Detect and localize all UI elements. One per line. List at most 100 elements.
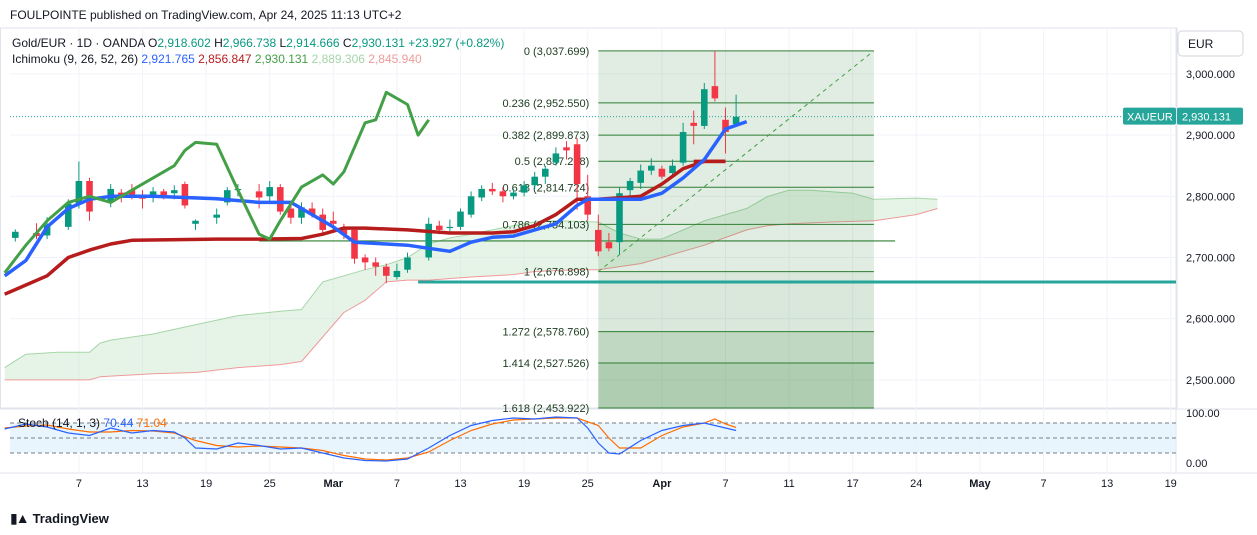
fib-level-label: 0 (3,037.699) <box>524 46 589 58</box>
candle-body <box>65 203 72 227</box>
candle-body <box>531 176 538 186</box>
time-axis-label: 19 <box>518 478 530 490</box>
open-value: 2,918.602 <box>157 36 214 50</box>
candle-body <box>520 185 528 193</box>
currency-button <box>1177 30 1244 57</box>
candle-body <box>287 208 295 218</box>
candle-body <box>499 191 507 197</box>
candle-body <box>446 226 454 229</box>
kijun-value: 2,856.847 <box>198 52 255 66</box>
time-axis-label: 7 <box>394 478 400 490</box>
candle-body <box>181 184 189 206</box>
ichimoku-legend: Ichimoku (9, 26, 52, 26) 2,921.765 2,856… <box>12 52 422 66</box>
candle-body <box>425 223 432 258</box>
chikou-span-line <box>3 90 430 274</box>
fib-level-label: 1.414 (2,527.526) <box>502 358 589 370</box>
candle-body <box>12 231 19 238</box>
fib-level-label: 0.236 (2,952.550) <box>502 98 589 110</box>
symbol-legend: Gold/EUR · 1D · OANDA O2,918.602 H2,966.… <box>12 36 504 50</box>
price-tag <box>1177 107 1243 125</box>
fib-zone <box>598 161 874 188</box>
price-axis-label: 2,800.000 <box>1186 191 1235 203</box>
low-label: L <box>279 36 286 50</box>
stoch-d-value: 71.04 <box>137 416 167 430</box>
lead-b-value: 2,845.940 <box>368 52 422 66</box>
lead-a-value: 2,889.306 <box>312 52 369 66</box>
tradingview-logo[interactable]: ▮▲ TradingView <box>10 510 109 527</box>
fib-zone <box>598 187 874 225</box>
candle-body <box>361 257 369 263</box>
candle-body <box>467 196 475 215</box>
candle-body <box>393 270 401 278</box>
ichimoku-name: Ichimoku (9, 26, 52, 26) <box>12 52 141 66</box>
stoch-name: Stoch (14, 1, 3) <box>18 416 103 430</box>
time-axis-label: 7 <box>76 478 82 490</box>
fib-level-label: 1 (2,676.898) <box>524 267 589 279</box>
candle-body <box>542 168 549 177</box>
close-value: 2,930.131 <box>352 36 409 50</box>
candle-body <box>340 229 348 235</box>
time-axis-label: 13 <box>1101 478 1113 490</box>
candle-body <box>489 188 496 192</box>
ichimoku-cloud <box>4 190 938 380</box>
published-caption: FOULPOINTE published on TradingView.com,… <box>10 8 402 22</box>
stoch-axis-label: 0.00 <box>1186 458 1207 470</box>
candle-body <box>224 190 231 203</box>
price-axis-label: 3,000.000 <box>1186 69 1235 81</box>
price-pane <box>0 27 1178 409</box>
fib-zone <box>598 363 874 409</box>
fib-zone <box>598 331 874 364</box>
time-axis-label: 7 <box>722 478 728 490</box>
symbol-name: Gold/EUR · 1D · OANDA <box>12 36 148 50</box>
candle-body <box>701 89 708 126</box>
symbol-tag-label: XAUEUR <box>1127 112 1173 124</box>
time-axis-label: 13 <box>454 478 466 490</box>
leading-span-b-line <box>4 208 938 381</box>
candle-body <box>75 180 83 204</box>
time-axis-label: 19 <box>200 478 212 490</box>
candle-body <box>436 225 443 230</box>
kijun-sen-line <box>4 159 726 296</box>
stoch-axis-label: 100.00 <box>1186 408 1220 420</box>
candle-body <box>213 214 220 218</box>
change-value: +23.927 (+0.82%) <box>408 36 504 50</box>
tradingview-logo-text: TradingView <box>32 511 109 526</box>
price-axis-label: 2,500.000 <box>1186 375 1235 387</box>
candle-body <box>626 180 634 191</box>
candle-body <box>160 191 167 196</box>
candle-body <box>605 242 613 249</box>
candle-body <box>637 170 644 183</box>
open-label: O <box>148 36 157 50</box>
candle-body <box>404 257 411 270</box>
time-axis-label: 24 <box>910 478 922 490</box>
candle-body <box>563 147 570 151</box>
time-axis-label: 11 <box>783 478 794 490</box>
fib-zone <box>598 50 874 103</box>
high-label: H <box>214 36 223 50</box>
price-axis-label: 2,900.000 <box>1186 130 1235 142</box>
time-axis-label: Apr <box>652 478 672 490</box>
time-axis-label: 25 <box>582 478 594 490</box>
candle-body <box>277 187 284 212</box>
candle-body <box>383 266 390 276</box>
currency-label: EUR <box>1188 37 1214 51</box>
chikou-value: 2,930.131 <box>255 52 312 66</box>
fib-zone <box>598 135 874 162</box>
candle-body <box>648 165 655 171</box>
candle-body <box>149 191 157 197</box>
candle-body <box>171 190 178 194</box>
candle-body <box>128 190 136 197</box>
price-axis-label: 2,700.000 <box>1186 252 1235 264</box>
candle-body <box>690 122 697 126</box>
time-axis-label: 19 <box>1165 478 1177 490</box>
fib-level-label: 0.5 (2,857.298) <box>515 156 590 168</box>
fib-zone <box>598 224 874 272</box>
time-axis-label: May <box>969 478 991 490</box>
close-label: C <box>343 36 352 50</box>
candle-body <box>298 207 305 218</box>
fib-level-label: 1.272 (2,578.760) <box>502 327 589 339</box>
tenkan-sen-line <box>3 119 748 278</box>
candle-body <box>584 196 591 215</box>
fib-trend-line <box>597 50 875 272</box>
